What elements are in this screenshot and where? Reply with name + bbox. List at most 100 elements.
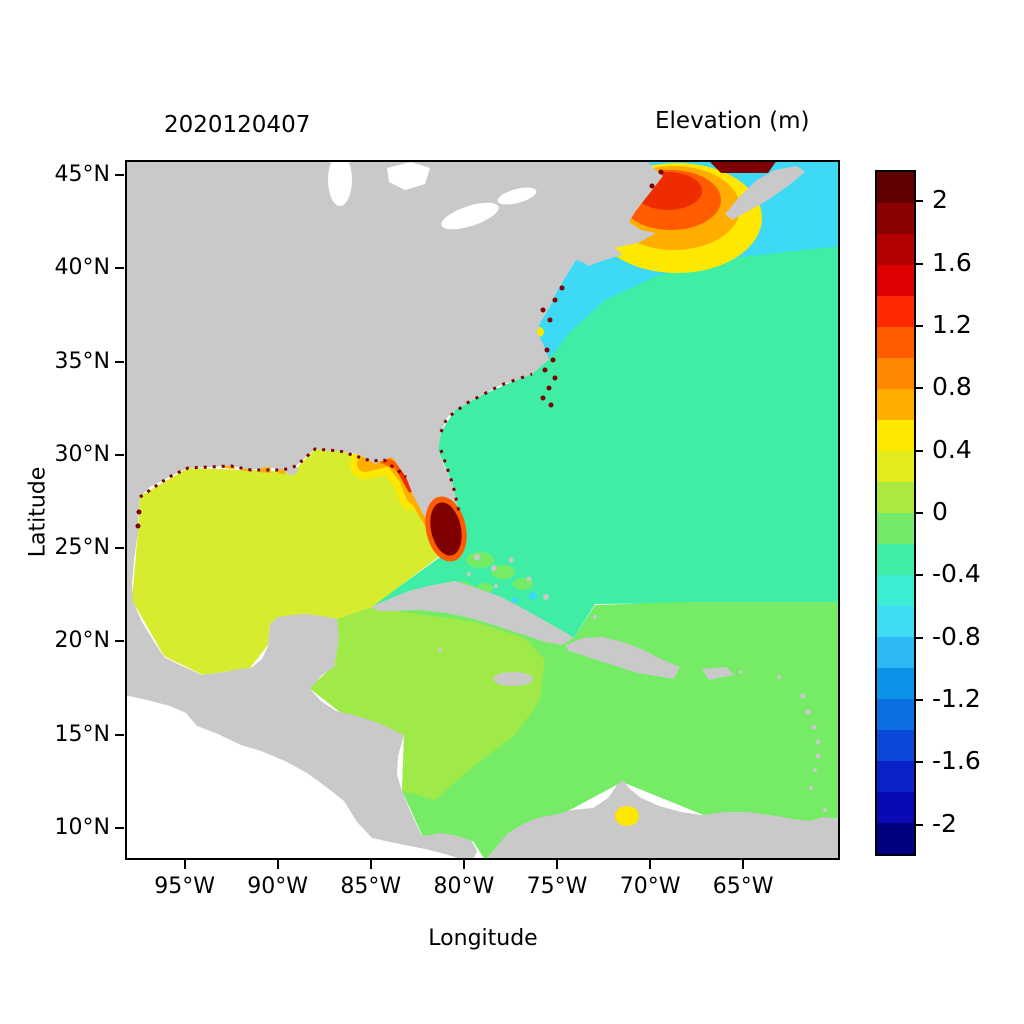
y-axis-tick-label: 30°N [54,441,110,467]
colorbar-segment [877,265,914,296]
y-axis-tick [115,267,124,270]
colorbar-tick-label: 0.8 [932,372,972,402]
x-axis-tick [555,860,558,869]
x-axis-tick-label: 75°W [526,874,588,899]
colorbar-segment [877,389,914,420]
x-axis-tick [462,860,465,869]
colorbar-segment [877,203,914,234]
small-islands [438,554,827,812]
lake-michigan [328,160,352,206]
colorbar-tick [916,262,923,265]
colorbar-tick [916,699,923,702]
long-island-land [580,247,622,266]
colorbar [875,170,916,856]
y-axis-tick-label: 15°N [54,721,110,747]
colorbar-segment [877,823,914,854]
x-axis-label: Longitude [428,926,538,951]
colorbar-segment [877,451,914,482]
colorbar-tick [916,823,923,826]
lake-huron [387,162,430,190]
map-plot-area [125,160,840,860]
puerto-rico-land [702,667,734,680]
colorbar-segment [877,234,914,265]
southeast-coast-maroon-speckles [439,372,533,433]
western-caribbean-region [309,607,545,800]
lake-ontario [497,187,537,205]
y-axis-tick [115,453,124,456]
colorbar-tick [916,574,923,577]
hispaniola-land [566,637,680,679]
y-axis-label: Latitude [25,466,51,558]
colorbar-segment [877,761,914,792]
colorbar-segment [877,172,914,203]
lake-erie [441,202,499,230]
colorbar-tick-label: 0 [932,497,948,526]
north-america-land [125,160,663,860]
x-axis-tick-label: 90°W [247,874,309,899]
y-axis-tick-label: 45°N [54,161,110,187]
y-axis-tick-label: 35°N [54,348,110,374]
colorbar-segment [877,606,914,637]
colorbar-tick-label: -1.6 [932,746,981,776]
bahamas-cyan-speck [512,597,518,603]
southwest-florida-maroon-blob [430,502,462,556]
y-axis-tick [115,547,124,550]
x-axis-tick-label: 70°W [619,874,681,899]
outer-banks-maroon-dots [135,169,664,529]
bay-of-fundy-maroon-sliver [708,160,777,173]
atlantic-region [365,160,840,638]
colorbar-tick [916,512,923,514]
colorbar-segment [877,327,914,358]
colorbar-segment [877,637,914,668]
colorbar-tick [916,636,923,639]
x-axis-tick [649,860,652,869]
x-axis-tick-label: 80°W [433,874,495,899]
colorbar-segment [877,792,914,823]
x-axis-tick-label: 95°W [154,874,215,899]
bahamas-green-patch [491,565,515,579]
y-axis-tick [115,360,124,363]
x-axis-tick [369,860,372,869]
y-axis-tick [115,640,124,643]
colorbar-tick [916,387,923,390]
colorbar-tick-label: 2 [932,185,948,215]
x-axis-tick-label: 85°W [340,874,402,899]
colorbar-tick-label: 1.2 [932,309,972,339]
colorbar-segment [877,420,914,451]
colorbar-segment [877,699,914,730]
colorbar-segment [877,544,914,575]
colorbar-tick-label: -0.4 [932,559,981,589]
colorbar-title: Elevation (m) [655,108,810,134]
colorbar-segment [877,730,914,761]
colorbar-tick [916,200,923,203]
x-axis-tick [742,860,745,869]
colorbar-segment [877,358,914,389]
y-axis-tick-label: 10°N [54,815,110,841]
big-bend-red-segment [398,469,414,493]
colorbar-tick-label: -2 [932,808,957,838]
x-axis-tick-label: 65°W [712,874,774,899]
colorbar-segment [877,296,914,327]
plot-date-title: 2020120407 [164,112,311,138]
venezuela-yellow-spot [615,806,639,826]
colorbar-tick [916,761,923,764]
y-axis-tick [115,733,124,736]
y-axis-tick [115,173,124,176]
colorbar-tick [916,449,923,452]
y-axis-tick-label: 20°N [54,628,110,654]
colorbar-segment [877,513,914,544]
colorbar-tick-label: 0.4 [932,434,972,464]
south-america-land [485,780,840,860]
x-axis-tick [183,860,186,869]
colorbar-segment [877,482,914,513]
x-axis-tick [276,860,279,869]
nova-scotia-land [725,166,805,220]
florida-east-coast-maroon-speckles [439,449,461,513]
bahamas-green-patch [466,552,494,568]
colorbar-tick-label: -1.2 [932,684,981,714]
y-axis-tick-label: 40°N [54,255,110,281]
colorbar-tick-label: 1.6 [932,247,972,277]
jamaica-land [493,672,533,686]
colorbar-tick [916,324,923,327]
colorbar-segment [877,575,914,606]
